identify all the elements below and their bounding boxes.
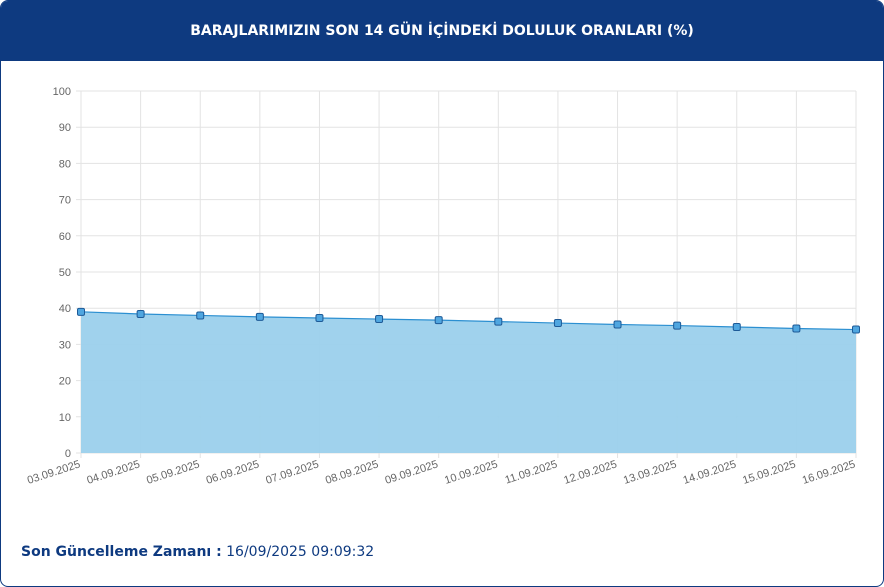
x-tick-label: 08.09.2025 bbox=[324, 458, 380, 486]
y-tick-label: 20 bbox=[59, 376, 71, 388]
point bbox=[136, 309, 145, 318]
x-tick-label: 07.09.2025 bbox=[264, 458, 320, 486]
x-tick-label: 09.09.2025 bbox=[384, 458, 440, 486]
x-tick-label: 10.09.2025 bbox=[443, 458, 499, 486]
y-tick-label: 90 bbox=[59, 122, 71, 134]
y-tick-label: 30 bbox=[59, 339, 71, 351]
y-tick-label: 40 bbox=[59, 303, 71, 315]
x-tick-label: 06.09.2025 bbox=[205, 458, 261, 486]
x-tick-label: 12.09.2025 bbox=[562, 458, 618, 486]
y-tick-label: 60 bbox=[59, 231, 71, 243]
point bbox=[77, 307, 85, 316]
point bbox=[673, 321, 682, 330]
y-tick-label: 80 bbox=[59, 158, 71, 170]
point bbox=[792, 324, 801, 333]
point bbox=[494, 317, 503, 326]
chart: 0 10 20 30 40 50 60 70 80 90 100 03.09.2025 04.09.20… bbox=[26, 86, 860, 487]
y-tick-label: 0 bbox=[65, 448, 71, 460]
line bbox=[80, 311, 857, 331]
x-tick-label: 11.09.2025 bbox=[504, 458, 559, 486]
x-tick-label: 15.09.2025 bbox=[741, 458, 797, 486]
y-tick-label: 10 bbox=[59, 412, 71, 424]
footer-label: Son Güncelleme Zamanı : bbox=[21, 544, 222, 560]
point bbox=[255, 312, 264, 321]
point bbox=[613, 320, 622, 329]
x-tick-label: 14.09.2025 bbox=[682, 458, 738, 486]
point bbox=[315, 313, 324, 322]
point bbox=[434, 316, 443, 325]
x-tick-label: 03.09.2025 bbox=[26, 458, 82, 486]
point bbox=[852, 325, 860, 334]
area bbox=[81, 311, 856, 453]
x-tick-label: 13.09.2025 bbox=[622, 458, 678, 486]
footer: Son Güncelleme Zamanı : 16/09/2025 09:09… bbox=[21, 544, 374, 560]
y-tick-label: 100 bbox=[53, 86, 71, 98]
point bbox=[196, 311, 205, 320]
point bbox=[732, 323, 741, 332]
x-tick-label: 04.09.2025 bbox=[85, 458, 141, 486]
point bbox=[375, 315, 384, 324]
y-tick-label: 50 bbox=[59, 267, 71, 279]
x-tick-label: 16.09.2025 bbox=[801, 458, 857, 486]
point bbox=[553, 319, 562, 328]
x-tick-label: 05.09.2025 bbox=[145, 458, 201, 486]
footer-value: 16/09/2025 09:09:32 bbox=[226, 544, 375, 560]
y-tick-label: 70 bbox=[59, 195, 71, 207]
chart-title: BARAJLARIMIZIN SON 14 GÜN İÇİNDEKİ DOLUL… bbox=[1, 1, 883, 61]
